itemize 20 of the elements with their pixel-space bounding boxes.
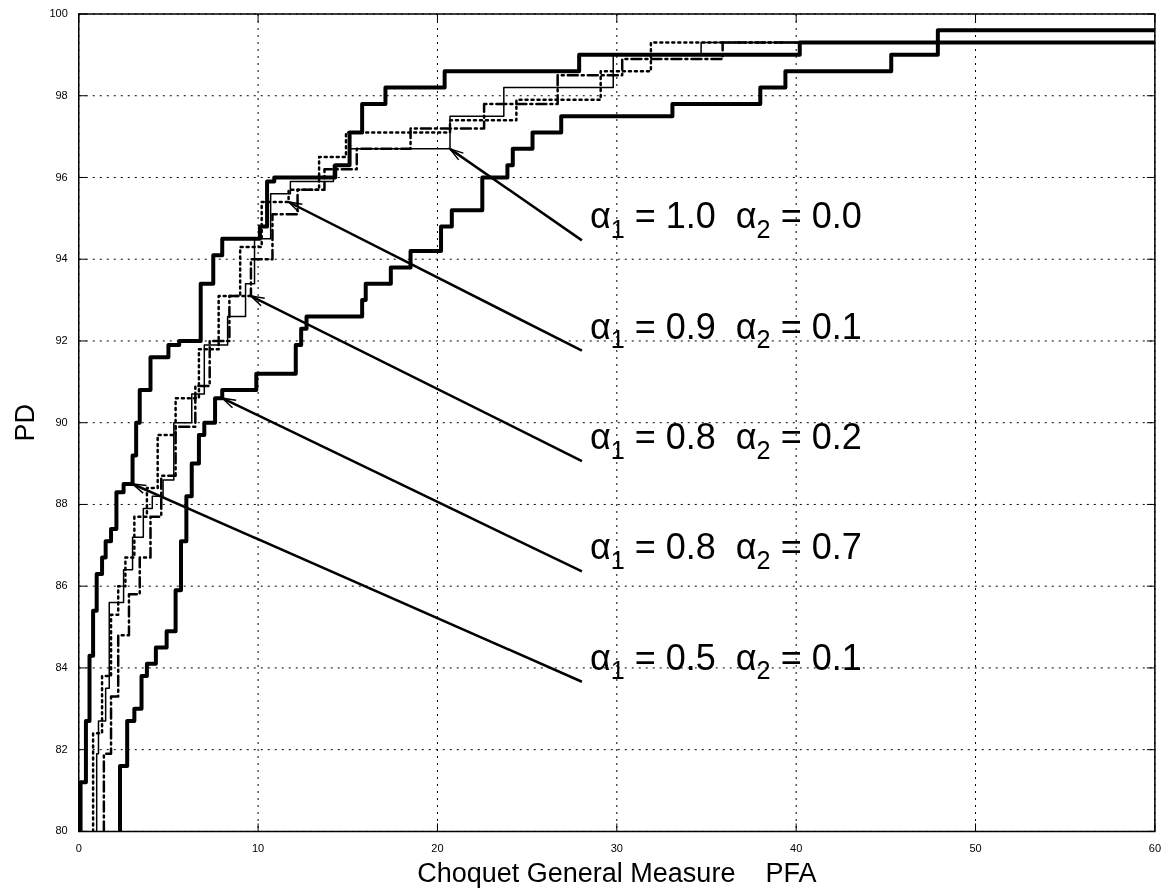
y-tick-label: 94: [55, 252, 68, 265]
x-tick-label: 50: [969, 842, 982, 855]
y-tick-label: 88: [55, 497, 68, 510]
x-tick-label: 30: [610, 842, 623, 855]
y-tick-label: 100: [49, 7, 68, 20]
y-tick-label: 80: [55, 824, 68, 837]
x-tick-label: 20: [431, 842, 444, 855]
y-tick-label: 96: [55, 170, 68, 183]
y-tick-label: 86: [55, 579, 68, 592]
x-tick-label: 10: [251, 842, 265, 855]
y-tick-label: 82: [55, 742, 68, 755]
y-tick-label: 90: [55, 415, 68, 428]
y-tick-label: 92: [55, 333, 68, 346]
x-tick-label: 40: [790, 842, 803, 855]
y-tick-label: 84: [55, 660, 68, 673]
x-tick-label: 0: [75, 842, 82, 855]
y-axis-title: PD: [9, 403, 40, 442]
x-tick-label: 60: [1148, 842, 1162, 855]
y-tick-label: 98: [55, 88, 68, 101]
x-axis-title: Choquet General Measure PFA: [417, 858, 817, 889]
